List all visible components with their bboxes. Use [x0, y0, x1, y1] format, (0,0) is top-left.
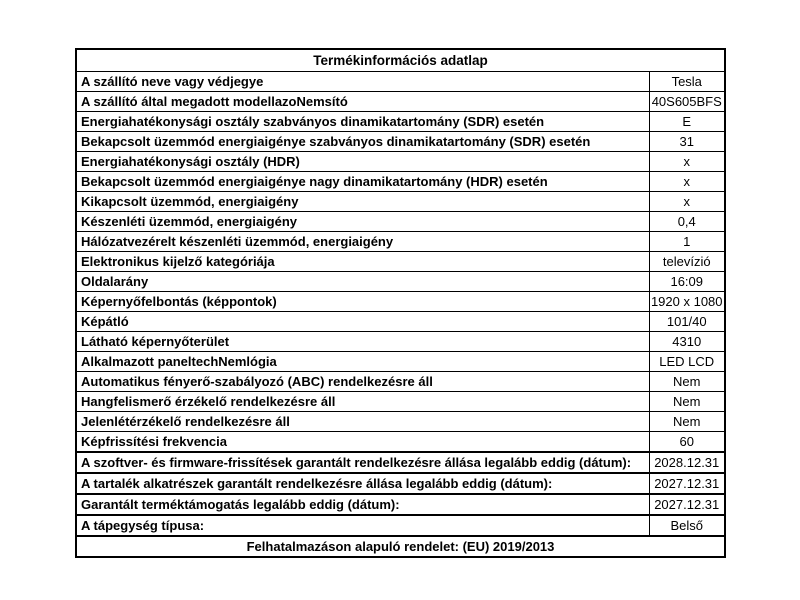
- row-label: A szállító neve vagy védjegye: [75, 71, 650, 92]
- row-value: 1: [648, 231, 726, 252]
- row-label: Készenléti üzemmód, energiaigény: [75, 211, 650, 232]
- table-row: Kikapcsolt üzemmód, energiaigény x: [75, 191, 726, 212]
- row-value: 1920 x 1080: [648, 291, 726, 312]
- table-row: Készenléti üzemmód, energiaigény 0,4: [75, 211, 726, 232]
- row-value: Tesla: [648, 71, 726, 92]
- product-info-table: Termékinformációs adatlap A szállító nev…: [75, 48, 726, 558]
- row-value: x: [648, 151, 726, 172]
- row-value: 16:09: [648, 271, 726, 292]
- table-row: Elektronikus kijelző kategóriája televízi…: [75, 251, 726, 272]
- row-value: 40S605BFS: [648, 91, 726, 112]
- row-label: Képátló: [75, 311, 650, 332]
- row-value: 4310: [648, 331, 726, 352]
- table-row: Képernyőfelbontás (képpontok) 1920 x 1080: [75, 291, 726, 312]
- table-title: Termékinformációs adatlap: [75, 48, 726, 72]
- row-value: 2027.12.31: [648, 472, 726, 495]
- row-label: Energiahatékonysági osztály szabványos d…: [75, 111, 650, 132]
- row-value: 101/40: [648, 311, 726, 332]
- row-label: Látható képernyőterület: [75, 331, 650, 352]
- row-label: Bekapcsolt üzemmód energiaigénye szabván…: [75, 131, 650, 152]
- row-value: Nem: [648, 411, 726, 432]
- table-row: A tápegység típusa: Belső: [75, 514, 726, 537]
- table-row: A szállító által megadott modellazoNemsí…: [75, 91, 726, 112]
- table-row: Garantált terméktámogatás legalább eddig…: [75, 493, 726, 516]
- row-label: Energiahatékonysági osztály (HDR): [75, 151, 650, 172]
- row-value: LED LCD: [648, 351, 726, 372]
- row-value: Nem: [648, 391, 726, 412]
- row-label: Jelenlétérzékelő rendelkezésre áll: [75, 411, 650, 432]
- row-label: Elektronikus kijelző kategóriája: [75, 251, 650, 272]
- row-value: x: [648, 191, 726, 212]
- row-value: x: [648, 171, 726, 192]
- row-label: Kikapcsolt üzemmód, energiaigény: [75, 191, 650, 212]
- row-label: Hangfelismerő érzékelő rendelkezésre áll: [75, 391, 650, 412]
- row-value: 60: [648, 431, 726, 453]
- table-row: Hangfelismerő érzékelő rendelkezésre áll…: [75, 391, 726, 412]
- table-row: Automatikus fényerő-szabályozó (ABC) ren…: [75, 371, 726, 392]
- table-row: A szállító neve vagy védjegye Tesla: [75, 71, 726, 92]
- table-row: Oldalarány 16:09: [75, 271, 726, 292]
- table-row: Hálózatvezérelt készenléti üzemmód, ener…: [75, 231, 726, 252]
- row-label: Oldalarány: [75, 271, 650, 292]
- table-row: Alkalmazott paneltechNemlógia LED LCD: [75, 351, 726, 372]
- table-row: Energiahatékonysági osztály (HDR) x: [75, 151, 726, 172]
- row-label: Képernyőfelbontás (képpontok): [75, 291, 650, 312]
- row-value: Nem: [648, 371, 726, 392]
- table-row: Energiahatékonysági osztály szabványos d…: [75, 111, 726, 132]
- table-header-row: Termékinformációs adatlap: [75, 48, 726, 72]
- row-label: Hálózatvezérelt készenléti üzemmód, ener…: [75, 231, 650, 252]
- table-row: A tartalék alkatrészek garantált rendelk…: [75, 472, 726, 495]
- table-row: Látható képernyőterület 4310: [75, 331, 726, 352]
- row-value: 0,4: [648, 211, 726, 232]
- row-label: A szoftver- és firmware-frissítések gara…: [75, 451, 650, 474]
- table-row: Képfrissítési frekvencia 60: [75, 431, 726, 453]
- row-label: Garantált terméktámogatás legalább eddig…: [75, 493, 650, 516]
- row-value: 2028.12.31: [648, 451, 726, 474]
- table-row: Képátló 101/40: [75, 311, 726, 332]
- table-row: Jelenlétérzékelő rendelkezésre áll Nem: [75, 411, 726, 432]
- table-row: Bekapcsolt üzemmód energiaigénye nagy di…: [75, 171, 726, 192]
- row-value: Belső: [648, 514, 726, 537]
- row-value: 2027.12.31: [648, 493, 726, 516]
- row-label: Képfrissítési frekvencia: [75, 431, 650, 453]
- row-value: E: [648, 111, 726, 132]
- table-body: A szállító neve vagy védjegye Tesla A szál…: [75, 71, 726, 537]
- row-label: Alkalmazott paneltechNemlógia: [75, 351, 650, 372]
- regulation-note: Felhatalmazáson alapuló rendelet: (EU) 2…: [75, 535, 726, 558]
- table-row: Bekapcsolt üzemmód energiaigénye szabván…: [75, 131, 726, 152]
- row-label: Automatikus fényerő-szabályozó (ABC) ren…: [75, 371, 650, 392]
- table-footer-row: Felhatalmazáson alapuló rendelet: (EU) 2…: [75, 535, 726, 558]
- row-value: 31: [648, 131, 726, 152]
- table-row: A szoftver- és firmware-frissítések gara…: [75, 451, 726, 474]
- row-label: A tartalék alkatrészek garantált rendelk…: [75, 472, 650, 495]
- row-label: A tápegység típusa:: [75, 514, 650, 537]
- row-label: A szállító által megadott modellazoNemsí…: [75, 91, 650, 112]
- row-value: televízió: [648, 251, 726, 272]
- row-label: Bekapcsolt üzemmód energiaigénye nagy di…: [75, 171, 650, 192]
